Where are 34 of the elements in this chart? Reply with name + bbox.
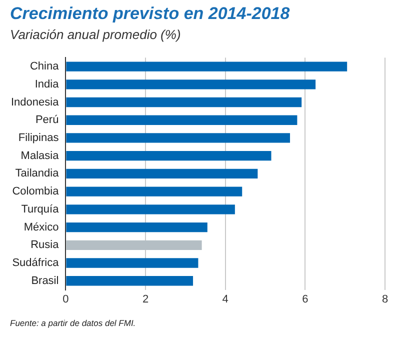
y-tick-label: Filipinas bbox=[18, 132, 60, 144]
bar bbox=[66, 80, 316, 90]
source-note: Fuente: a partir de datos del FMI. bbox=[10, 318, 136, 328]
bar bbox=[66, 97, 302, 108]
y-tick-label: India bbox=[34, 78, 60, 90]
y-tick-label: México bbox=[24, 221, 59, 234]
x-tick-label: 6 bbox=[302, 293, 308, 306]
bar bbox=[66, 62, 348, 72]
x-tick-label: 0 bbox=[62, 293, 69, 306]
bar bbox=[66, 276, 194, 286]
bar bbox=[66, 258, 198, 268]
bar bbox=[66, 168, 258, 179]
y-tick-label: Indonesia bbox=[10, 96, 60, 108]
y-tick-label: Perú bbox=[35, 114, 59, 126]
bar bbox=[66, 204, 235, 214]
chart-title: Crecimiento previsto en 2014-2018 bbox=[10, 4, 290, 24]
bar bbox=[66, 151, 272, 161]
y-tick-label: China bbox=[30, 60, 60, 73]
y-tick-label: Brasil bbox=[31, 274, 59, 287]
bar bbox=[66, 133, 290, 143]
bar bbox=[66, 240, 202, 250]
y-tick-label: Sudáfrica bbox=[12, 257, 60, 270]
y-tick-label: Rusia bbox=[30, 239, 60, 252]
y-tick-label: Tailandia bbox=[15, 168, 60, 180]
bar bbox=[66, 222, 208, 232]
x-tick-label: 4 bbox=[222, 293, 228, 306]
y-tick-label: Colombia bbox=[12, 186, 60, 198]
bar bbox=[66, 186, 242, 196]
x-tick-label: 8 bbox=[382, 293, 388, 306]
chart-subtitle: Variación anual promedio (%) bbox=[10, 27, 181, 42]
x-tick-label: 2 bbox=[142, 293, 149, 306]
y-tick-label: Malasia bbox=[20, 150, 60, 162]
bar bbox=[66, 115, 298, 125]
y-tick-label: Turquía bbox=[21, 203, 60, 216]
